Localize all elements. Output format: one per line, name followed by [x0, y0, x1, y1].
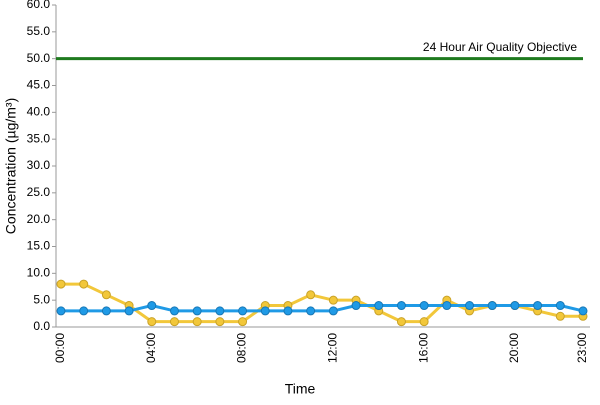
point — [465, 301, 475, 311]
point — [169, 306, 179, 316]
x-tick-label: 23:00 — [575, 333, 589, 363]
y-tick-label: 50.0 — [27, 51, 51, 65]
point — [124, 306, 134, 316]
point — [147, 301, 157, 311]
point — [419, 301, 429, 311]
y-axis-title: Concentration (µg/m³) — [3, 98, 19, 234]
y-tick-label: 25.0 — [27, 185, 51, 199]
point — [306, 306, 316, 316]
point — [510, 301, 520, 311]
point — [79, 279, 89, 289]
y-tick-label: 15.0 — [27, 239, 51, 253]
point — [419, 317, 429, 327]
x-axis-title: Time — [285, 381, 316, 397]
point — [555, 311, 565, 321]
point — [328, 295, 338, 305]
x-tick-label: 00:00 — [53, 333, 67, 363]
point — [328, 306, 338, 316]
point — [147, 317, 157, 327]
point — [215, 317, 225, 327]
y-tick-label: 20.0 — [27, 212, 51, 226]
point — [192, 306, 202, 316]
point — [351, 301, 361, 311]
x-tick-label: 20:00 — [507, 333, 521, 363]
point — [533, 301, 543, 311]
objective-label: 24 Hour Air Quality Objective — [423, 40, 577, 54]
y-tick-label: 30.0 — [27, 158, 51, 172]
point — [374, 301, 384, 311]
y-tick-label: 10.0 — [27, 266, 51, 280]
point — [283, 306, 293, 316]
point — [56, 279, 66, 289]
y-tick-label: 60.0 — [27, 0, 51, 11]
point — [101, 290, 111, 300]
point — [101, 306, 111, 316]
point — [169, 317, 179, 327]
point — [260, 306, 270, 316]
series-line — [61, 282, 583, 324]
point — [215, 306, 225, 316]
y-tick-label: 55.0 — [27, 24, 51, 38]
point — [306, 290, 316, 300]
y-tick-label: 5.0 — [33, 292, 50, 306]
point — [192, 317, 202, 327]
y-tick-label: 0.0 — [33, 319, 50, 333]
x-tick-label: 16:00 — [416, 333, 430, 363]
x-tick-label: 08:00 — [235, 333, 249, 363]
point — [396, 317, 406, 327]
point — [578, 306, 588, 316]
point — [238, 317, 248, 327]
x-tick-label: 04:00 — [144, 333, 158, 363]
point — [442, 301, 452, 311]
x-tick-label: 12:00 — [326, 333, 340, 363]
point — [396, 301, 406, 311]
point — [56, 306, 66, 316]
y-tick-label: 40.0 — [27, 105, 51, 119]
point — [555, 301, 565, 311]
y-tick-label: 45.0 — [27, 78, 51, 92]
point — [487, 301, 497, 311]
series-line — [61, 303, 584, 313]
point — [79, 306, 89, 316]
y-tick-label: 35.0 — [27, 131, 51, 145]
point — [238, 306, 248, 316]
